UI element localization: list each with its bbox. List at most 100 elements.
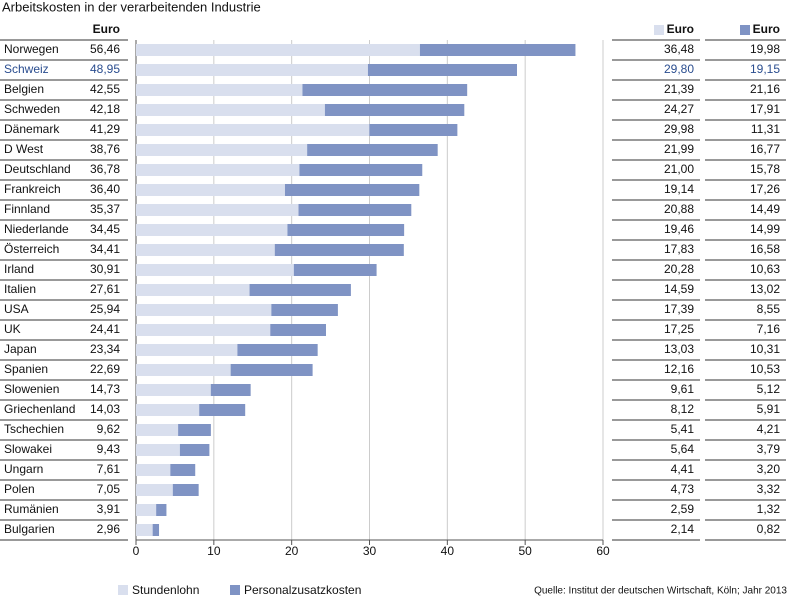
value-label: 20,88	[664, 202, 694, 216]
x-tick-label: 10	[207, 544, 221, 558]
value-label: 17,26	[750, 182, 780, 196]
bar	[136, 344, 238, 356]
bar	[136, 444, 180, 456]
bar	[136, 104, 325, 116]
value-label: 3,79	[757, 442, 781, 456]
value-label: 0,82	[757, 522, 781, 536]
bar	[136, 364, 231, 376]
value-label: 24,27	[664, 102, 694, 116]
value-label: 19,14	[664, 182, 694, 196]
category-label: Deutschland	[4, 162, 71, 176]
value-label: 17,25	[664, 322, 694, 336]
total-label: 30,91	[90, 262, 120, 276]
value-label: 19,15	[750, 62, 780, 76]
category-label: Tschechien	[4, 422, 64, 436]
bar	[136, 64, 368, 76]
value-label: 5,12	[757, 382, 781, 396]
bar	[302, 84, 468, 96]
category-label: Dänemark	[4, 122, 60, 136]
column-header: Euro	[667, 22, 694, 36]
legend-swatch	[118, 585, 128, 595]
total-label: 9,43	[97, 442, 121, 456]
bar	[136, 464, 171, 476]
legend-label: Stundenlohn	[132, 583, 199, 597]
bar	[287, 224, 405, 236]
total-label: 38,76	[90, 142, 120, 156]
value-label: 8,55	[757, 302, 781, 316]
value-label: 9,61	[671, 382, 695, 396]
bar	[237, 344, 318, 356]
value-label: 29,98	[664, 122, 694, 136]
bar	[136, 324, 271, 336]
value-label: 5,91	[757, 402, 781, 416]
category-label: Belgien	[4, 82, 44, 96]
bar	[299, 164, 423, 176]
value-label: 19,98	[750, 42, 780, 56]
bar	[199, 404, 246, 416]
bar	[136, 284, 250, 296]
category-label: Slowakei	[4, 442, 52, 456]
bar	[270, 324, 326, 336]
value-label: 1,32	[757, 502, 781, 516]
total-label: 41,29	[90, 122, 120, 136]
value-label: 4,21	[757, 422, 781, 436]
x-tick-label: 40	[441, 544, 455, 558]
bar	[136, 224, 288, 236]
total-label: 7,61	[97, 462, 121, 476]
bar	[170, 464, 196, 476]
category-label: USA	[4, 302, 29, 316]
category-label: Irland	[4, 262, 34, 276]
category-label: Spanien	[4, 362, 48, 376]
legend-swatch	[230, 585, 240, 595]
total-label: 56,46	[90, 42, 120, 56]
x-tick-label: 60	[596, 544, 610, 558]
total-label: 9,62	[97, 422, 121, 436]
value-label: 21,00	[664, 162, 694, 176]
bar	[136, 484, 173, 496]
category-label: Frankreich	[4, 182, 61, 196]
value-label: 8,12	[671, 402, 695, 416]
bar	[156, 504, 167, 516]
bar	[136, 424, 179, 436]
legend-swatch	[740, 25, 750, 35]
total-label: 14,03	[90, 402, 120, 416]
value-label: 13,02	[750, 282, 780, 296]
bar	[230, 364, 313, 376]
category-label: Schweden	[4, 102, 60, 116]
bar	[136, 164, 300, 176]
total-label: 48,95	[90, 62, 120, 76]
bar	[136, 504, 157, 516]
bar	[136, 304, 272, 316]
value-label: 15,78	[750, 162, 780, 176]
total-label: 23,34	[90, 342, 120, 356]
bar	[271, 304, 338, 316]
category-label: UK	[4, 322, 21, 336]
bar	[249, 284, 351, 296]
total-label: 35,37	[90, 202, 120, 216]
bar	[136, 204, 299, 216]
column-header: Euro	[753, 22, 780, 36]
value-label: 3,32	[757, 482, 781, 496]
bar	[136, 184, 285, 196]
total-label: 36,78	[90, 162, 120, 176]
value-label: 2,14	[671, 522, 695, 536]
category-label: Griechenland	[4, 402, 75, 416]
bar	[307, 144, 438, 156]
value-label: 4,41	[671, 462, 695, 476]
bar	[178, 424, 211, 436]
bar	[152, 524, 160, 536]
bar	[136, 144, 308, 156]
total-label: 2,96	[97, 522, 121, 536]
bar	[293, 264, 377, 276]
value-label: 2,59	[671, 502, 695, 516]
bar	[136, 124, 370, 136]
x-tick-label: 50	[518, 544, 532, 558]
value-label: 7,16	[757, 322, 781, 336]
value-label: 10,53	[750, 362, 780, 376]
value-label: 5,64	[671, 442, 695, 456]
total-label: 36,40	[90, 182, 120, 196]
bar	[179, 444, 210, 456]
x-tick-label: 30	[363, 544, 377, 558]
value-label: 16,58	[750, 242, 780, 256]
